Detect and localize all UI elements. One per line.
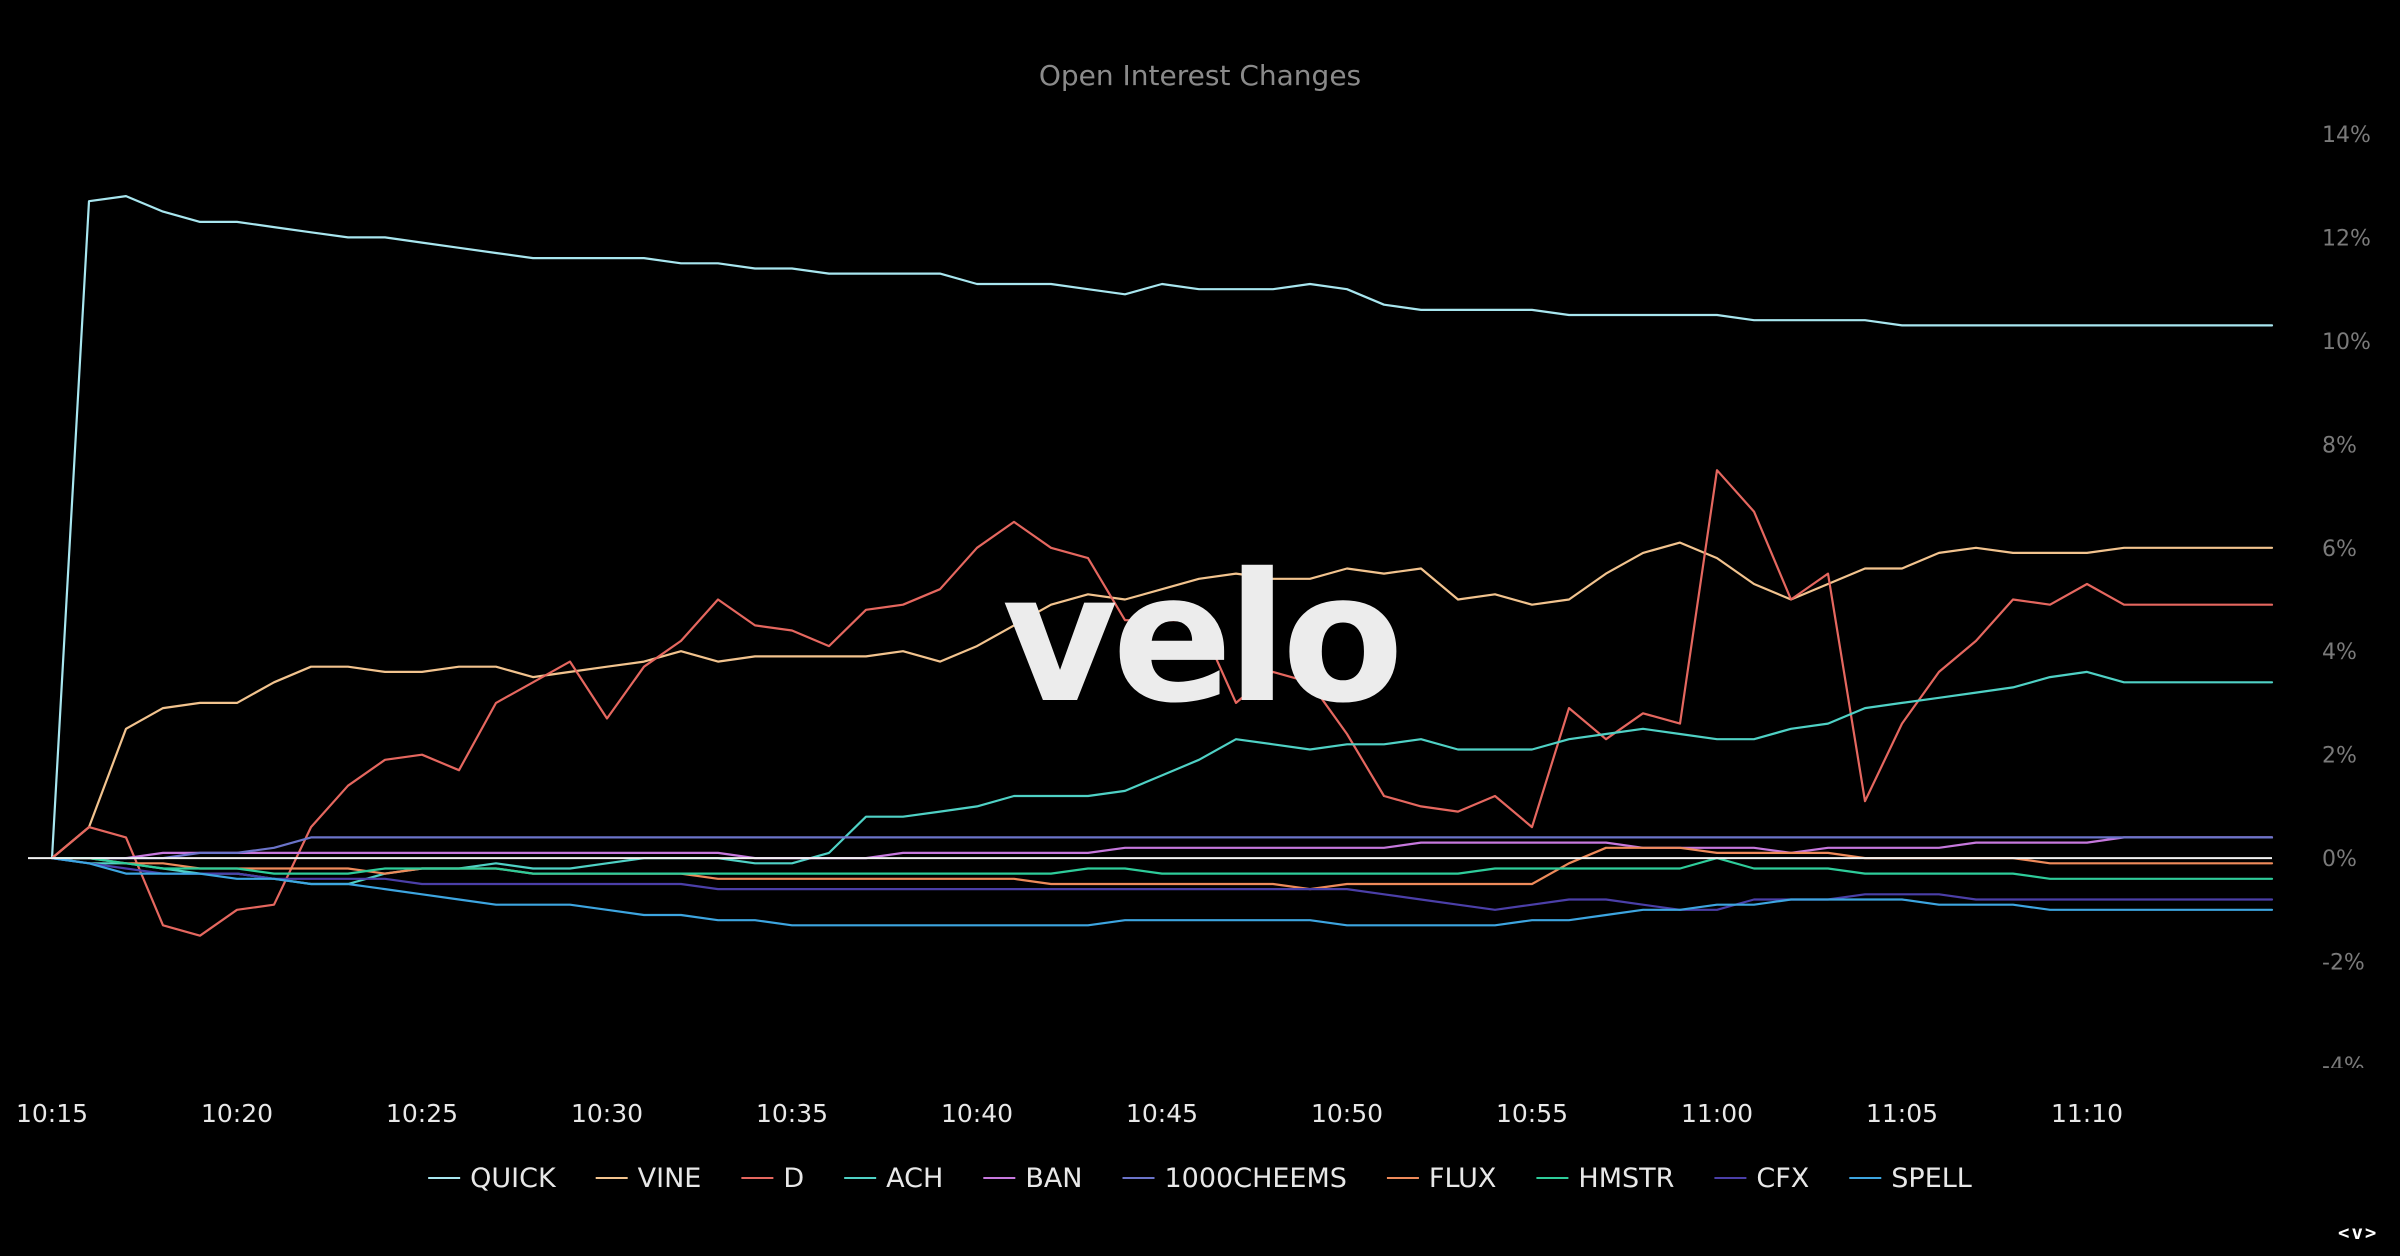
x-tick-label: 10:20 [201, 1099, 273, 1128]
legend-label: SPELL [1891, 1163, 1972, 1194]
chart-nav-widget[interactable]: <v> [2338, 1222, 2378, 1244]
x-tick-label: 10:55 [1496, 1099, 1568, 1128]
y-tick-label: 4% [2322, 640, 2357, 665]
x-tick-label: 10:45 [1126, 1099, 1198, 1128]
legend-label: QUICK [470, 1163, 557, 1194]
legend-label: ACH [886, 1163, 943, 1194]
x-tick-label: 10:30 [571, 1099, 643, 1128]
y-tick-label: 8% [2322, 433, 2357, 458]
x-tick-label: 11:00 [1681, 1099, 1753, 1128]
x-tick-label: 11:05 [1866, 1099, 1938, 1128]
y-tick-label: 0% [2322, 847, 2357, 872]
y-tick-label: 10% [2322, 330, 2371, 355]
watermark-logo: velo [1002, 535, 1398, 742]
legend-label: FLUX [1429, 1163, 1497, 1194]
legend-label: 1000CHEEMS [1165, 1163, 1347, 1194]
y-tick-label: 6% [2322, 537, 2357, 562]
y-tick-label: 2% [2322, 744, 2357, 769]
y-tick-label: 14% [2322, 123, 2371, 148]
x-tick-label: 10:25 [386, 1099, 458, 1128]
y-tick-label: -2% [2322, 951, 2365, 976]
legend-label: HMSTR [1578, 1163, 1674, 1194]
x-tick-label: 10:35 [756, 1099, 828, 1128]
y-tick-label: 12% [2322, 226, 2371, 251]
x-tick-label: 10:50 [1311, 1099, 1383, 1128]
footer-background [0, 1068, 2400, 1256]
x-tick-label: 11:10 [2051, 1099, 2123, 1128]
legend-label: D [783, 1163, 804, 1194]
x-tick-label: 10:40 [941, 1099, 1013, 1128]
legend-label: BAN [1025, 1163, 1082, 1194]
legend-label: CFX [1756, 1163, 1809, 1194]
x-tick-label: 10:15 [16, 1099, 88, 1128]
chart-title: Open Interest Changes [1039, 59, 1361, 92]
legend-label: VINE [638, 1163, 702, 1194]
